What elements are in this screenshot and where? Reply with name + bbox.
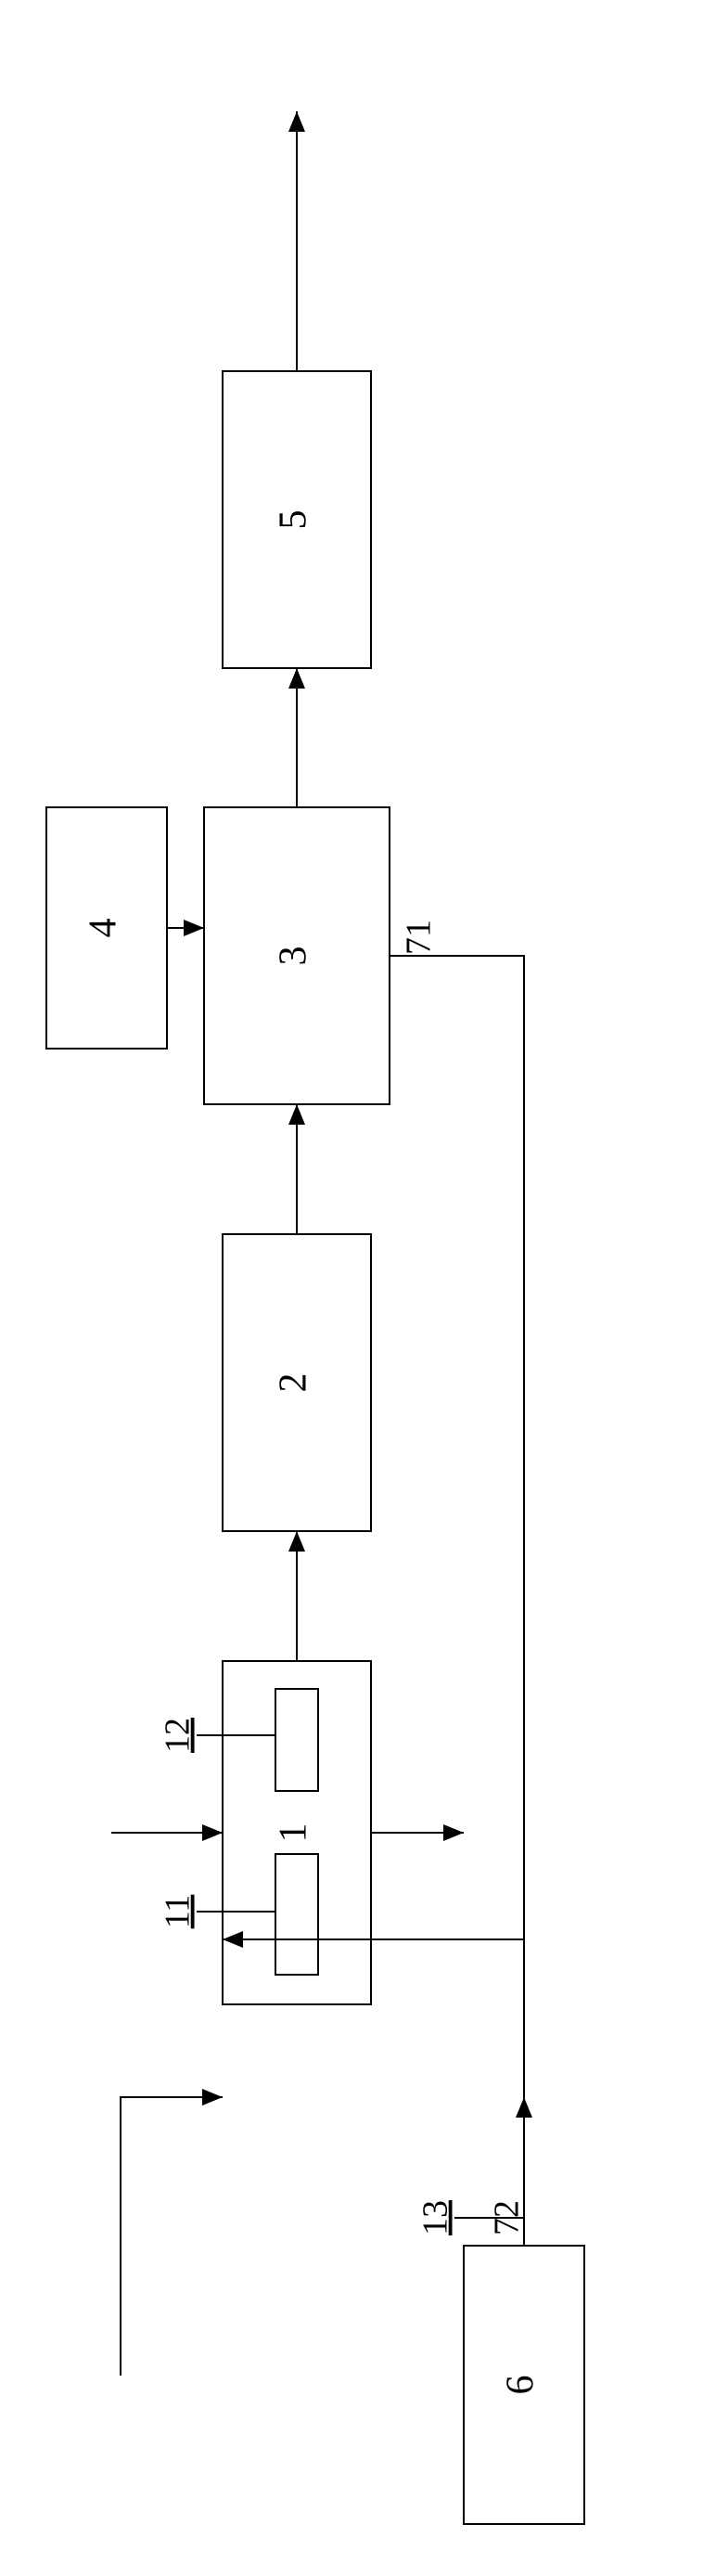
label-l72: 72 — [488, 2200, 527, 2235]
box-b12 — [275, 1689, 318, 1791]
arrowhead — [288, 1104, 305, 1125]
box-label-b2: 2 — [273, 1373, 315, 1393]
label-l13: 13 — [416, 2200, 455, 2235]
arrowhead — [288, 668, 305, 689]
arrowhead — [202, 2089, 223, 2106]
diagram-canvas: 1234561112137172 — [0, 0, 716, 2576]
box-label-b4: 4 — [83, 919, 125, 938]
arrowhead — [516, 2097, 532, 2118]
label-l11: 11 — [159, 1895, 198, 1929]
arrowhead — [443, 1824, 464, 1841]
connector-10 — [390, 956, 524, 2097]
box-label-b6: 6 — [500, 2376, 543, 2395]
arrowhead — [288, 1531, 305, 1552]
label-l12: 12 — [159, 1718, 198, 1753]
arrowhead — [288, 111, 305, 132]
box-b11 — [275, 1854, 318, 1975]
box-label-b1: 1 — [273, 1823, 315, 1843]
arrowhead — [184, 920, 204, 936]
label-l71: 71 — [400, 920, 439, 955]
box-label-b3: 3 — [273, 947, 315, 966]
connector-5 — [121, 2097, 223, 2376]
arrowhead — [202, 1824, 223, 1841]
box-label-b5: 5 — [273, 510, 315, 530]
